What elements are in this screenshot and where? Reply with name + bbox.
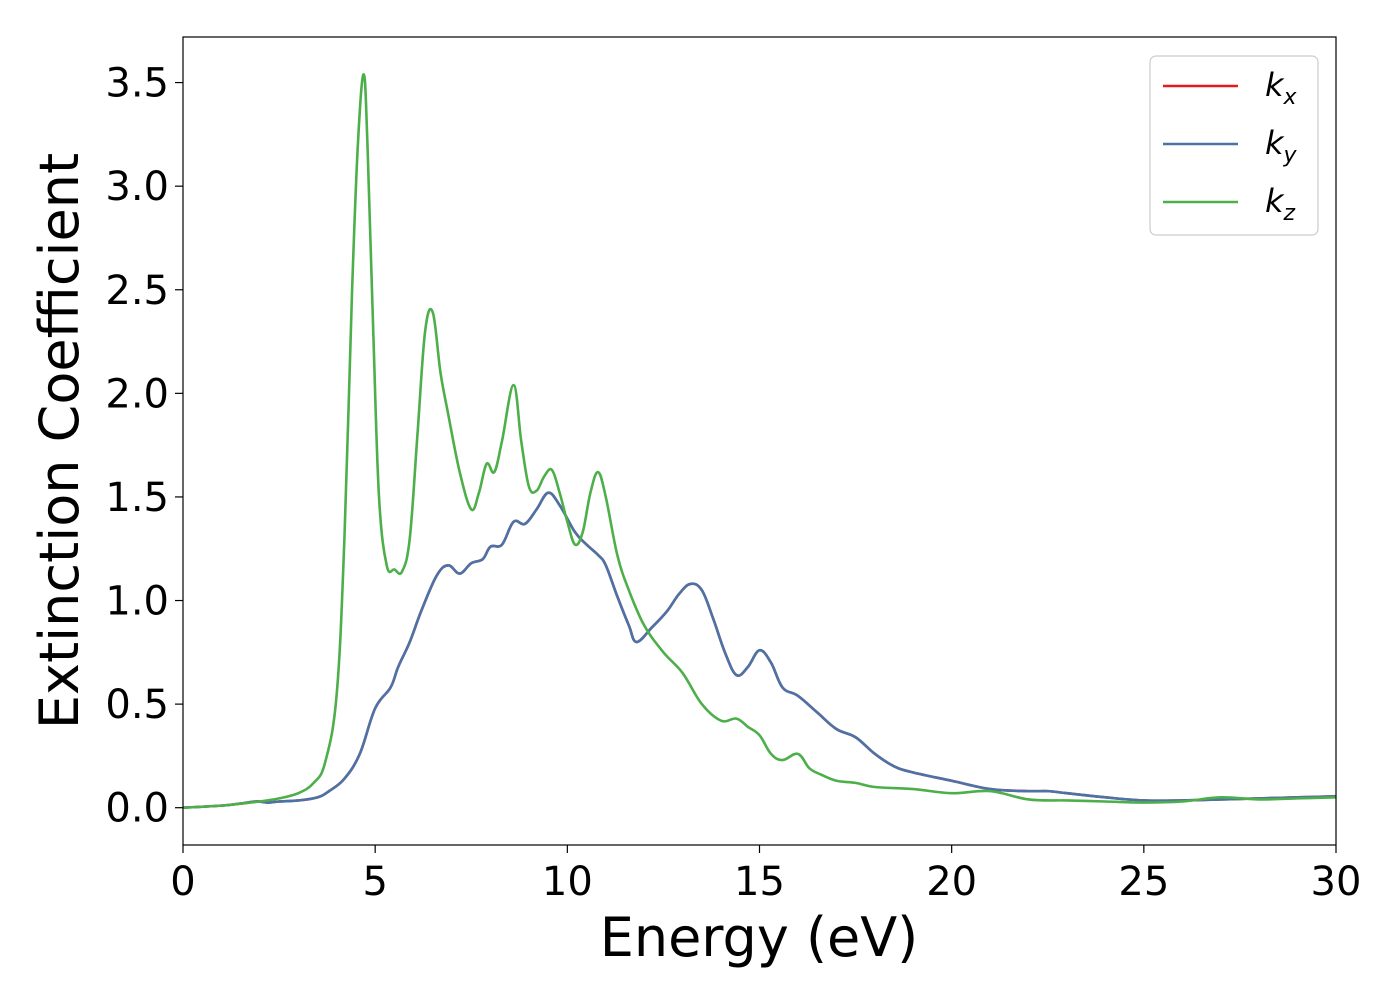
y-tick-label: 3.0 (105, 164, 169, 210)
legend: kx ky kz (1149, 55, 1319, 236)
x-tick-label: 0 (170, 859, 195, 905)
legend-items: kx ky kz (1163, 66, 1298, 226)
y-tick-label: 1.0 (105, 579, 169, 625)
x-axis: 0 5 10 15 20 25 30 (170, 845, 1361, 905)
y-tick-label: 1.5 (105, 475, 169, 521)
x-tick-label: 10 (542, 859, 593, 905)
series-line-ky (182, 491, 1337, 810)
y-tick-label: 2.0 (105, 371, 169, 417)
y-axis: 0.0 0.5 1.0 1.5 2.0 2.5 3.0 3.5 (105, 61, 183, 832)
y-tick-label: 3.5 (105, 61, 169, 107)
y-tick-label: 0.5 (105, 682, 169, 728)
series-layer (182, 72, 1337, 810)
legend-label-ky: ky (1265, 124, 1298, 168)
y-tick-label: 2.5 (105, 268, 169, 314)
legend-label-kz: kz (1265, 182, 1296, 226)
legend-frame (1149, 55, 1319, 236)
x-tick-label: 30 (1311, 859, 1362, 905)
x-tick-label: 25 (1118, 859, 1169, 905)
x-tick-label: 15 (734, 859, 785, 905)
legend-label-kx: kx (1265, 66, 1298, 110)
x-axis-title: Energy (eV) (600, 906, 919, 969)
y-axis-title: Extinction Coefficient (28, 153, 91, 729)
x-tick-label: 5 (362, 859, 387, 905)
y-tick-label: 0.0 (105, 786, 169, 832)
series-line-kz (182, 72, 1337, 810)
x-tick-label: 20 (926, 859, 977, 905)
